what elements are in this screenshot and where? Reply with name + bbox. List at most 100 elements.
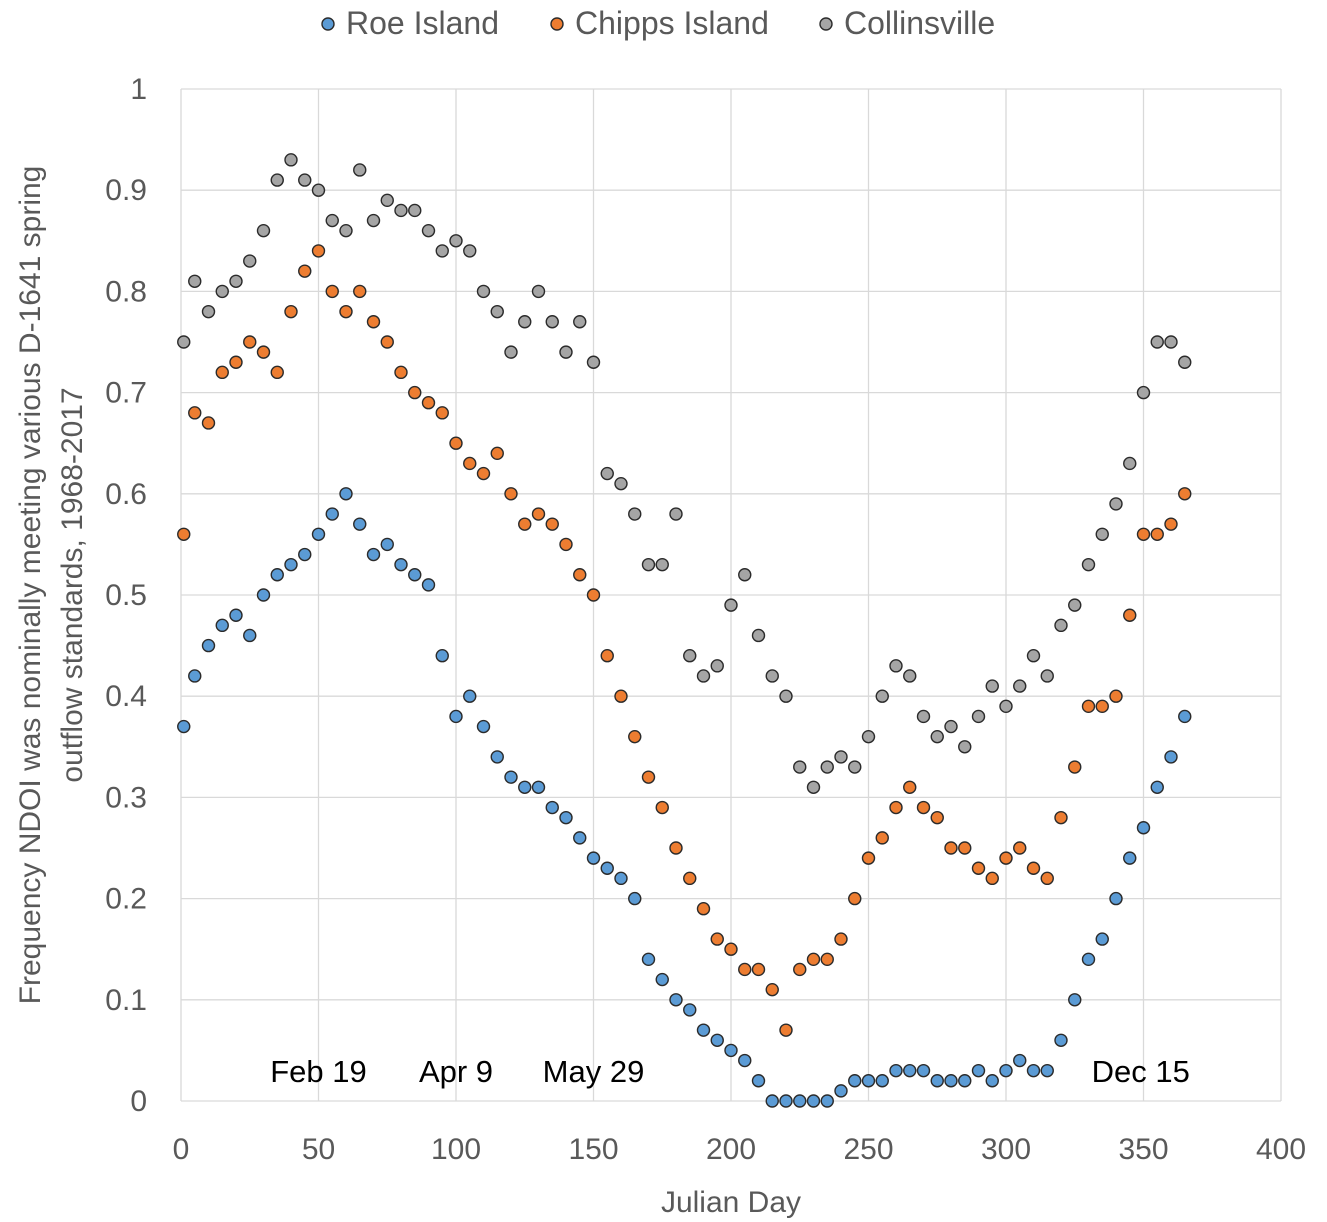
data-point xyxy=(930,729,944,744)
data-point xyxy=(724,598,738,612)
data-point xyxy=(177,527,191,541)
data-point xyxy=(985,871,999,886)
x-tick-label: 100 xyxy=(431,1133,481,1166)
x-tick-label: 250 xyxy=(843,1133,893,1166)
data-point xyxy=(435,244,449,258)
data-point xyxy=(614,476,628,491)
data-point xyxy=(1081,557,1096,572)
data-point xyxy=(284,153,298,167)
data-point xyxy=(449,234,463,248)
data-point xyxy=(861,1074,876,1088)
data-point xyxy=(944,719,958,734)
data-point xyxy=(806,780,821,794)
data-point xyxy=(930,810,944,825)
data-point xyxy=(1068,760,1082,774)
x-tick-label: 50 xyxy=(302,1133,335,1166)
data-point xyxy=(1123,851,1137,865)
data-point xyxy=(793,760,807,774)
data-point xyxy=(545,800,559,815)
legend-label: Collinsville xyxy=(844,5,995,41)
data-point xyxy=(1178,487,1192,501)
data-point xyxy=(380,537,394,552)
data-point xyxy=(298,547,312,562)
data-point xyxy=(270,173,284,187)
data-point xyxy=(793,1094,807,1108)
y-tick-label: 0.3 xyxy=(105,781,147,814)
data-point xyxy=(339,304,353,319)
data-point xyxy=(545,315,559,329)
data-point xyxy=(916,800,931,815)
data-point xyxy=(1068,993,1082,1007)
legend-marker xyxy=(819,17,833,31)
data-point xyxy=(380,335,394,349)
data-point xyxy=(751,962,766,977)
data-point xyxy=(600,649,614,663)
data-point xyxy=(518,517,532,531)
data-point xyxy=(738,962,752,977)
data-point xyxy=(834,932,848,946)
data-point xyxy=(1150,335,1164,349)
data-point xyxy=(669,993,683,1007)
annotations: Feb 19 Apr 9 May 29 Dec 15 xyxy=(270,1054,1190,1089)
data-point xyxy=(531,780,546,794)
data-point xyxy=(1136,385,1151,400)
data-point xyxy=(875,689,889,703)
data-point xyxy=(188,406,202,420)
data-point xyxy=(463,689,477,703)
data-point xyxy=(641,557,656,572)
data-point xyxy=(229,274,243,288)
data-point xyxy=(985,679,999,693)
data-point xyxy=(284,304,298,319)
data-point xyxy=(270,365,284,380)
data-point xyxy=(669,507,683,521)
data-point xyxy=(1109,891,1123,906)
data-point xyxy=(256,223,271,238)
data-point xyxy=(201,638,216,653)
data-point xyxy=(751,628,766,643)
data-point xyxy=(394,203,408,218)
data-point xyxy=(958,1074,972,1088)
data-point xyxy=(366,315,381,329)
data-point xyxy=(311,527,326,541)
legend-marker xyxy=(321,17,335,31)
data-point xyxy=(930,1074,944,1088)
data-point xyxy=(256,345,271,359)
data-point xyxy=(1040,669,1054,683)
data-point xyxy=(188,669,202,683)
date-annotation: Apr 9 xyxy=(419,1054,493,1089)
data-point xyxy=(1081,952,1096,967)
series-collinsville xyxy=(177,153,1192,794)
data-point xyxy=(490,304,504,319)
data-point xyxy=(999,851,1013,865)
data-point xyxy=(573,831,587,845)
data-point xyxy=(504,487,518,501)
data-point xyxy=(284,557,298,572)
data-point xyxy=(1095,699,1109,714)
data-point xyxy=(710,659,724,673)
data-point xyxy=(971,861,986,875)
data-point xyxy=(366,547,381,562)
data-point xyxy=(215,618,229,633)
data-point xyxy=(889,659,903,673)
y-tick-label: 0.6 xyxy=(105,478,147,511)
data-point xyxy=(600,466,614,481)
x-tick-label: 0 xyxy=(173,1133,190,1166)
data-point xyxy=(573,315,587,329)
data-point xyxy=(834,1084,848,1098)
tick-labels: 0 0.1 0.2 0.3 0.4 0.5 0.6 0.7 0.8 0.9 1 0 50 100 150 20… xyxy=(105,73,1306,1166)
x-tick-label: 300 xyxy=(981,1133,1031,1166)
legend-item: Chipps Island xyxy=(550,5,769,41)
data-point xyxy=(201,304,216,319)
data-point xyxy=(559,345,573,359)
data-point xyxy=(765,669,779,683)
legend-item: Collinsville xyxy=(819,5,995,41)
data-point xyxy=(614,871,628,886)
data-point xyxy=(463,244,477,258)
x-tick-label: 400 xyxy=(1256,1133,1306,1166)
data-point xyxy=(353,163,367,177)
data-point xyxy=(1054,618,1068,633)
data-point xyxy=(765,982,779,997)
data-point xyxy=(1013,1053,1027,1068)
data-point xyxy=(889,800,903,815)
y-tick-label: 0.1 xyxy=(105,984,147,1017)
